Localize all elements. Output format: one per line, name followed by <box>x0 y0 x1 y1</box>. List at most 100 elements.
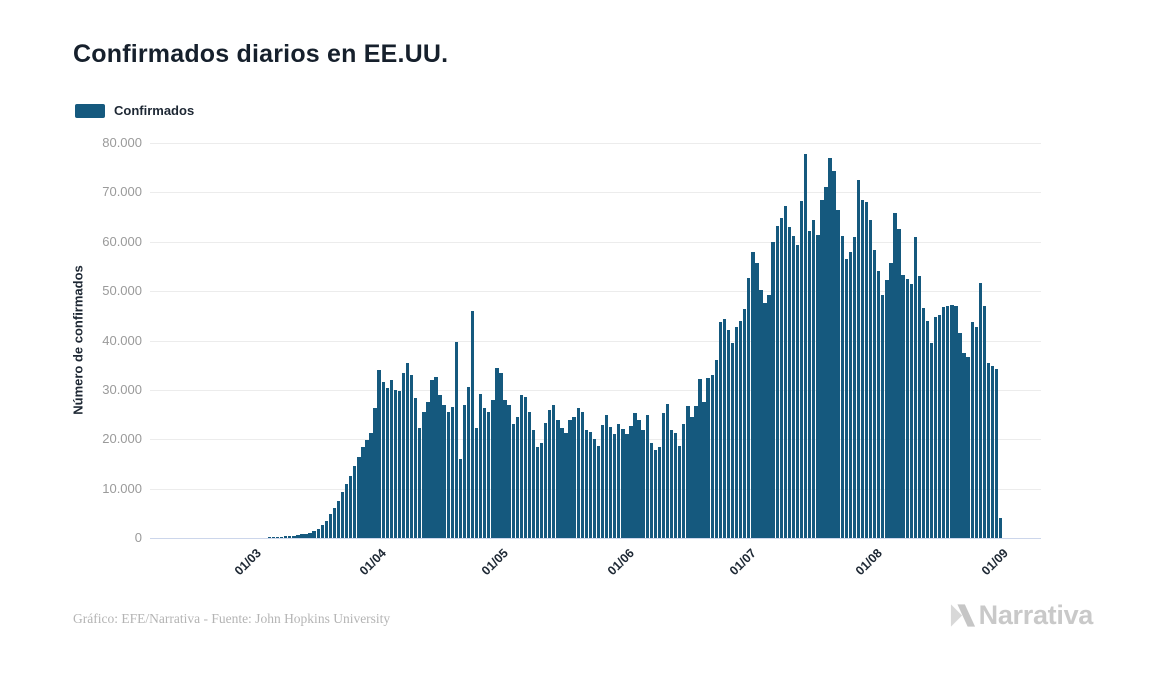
bar[interactable] <box>848 251 852 538</box>
bar[interactable] <box>588 431 593 538</box>
bar[interactable] <box>544 422 548 538</box>
bar[interactable] <box>856 179 861 538</box>
bar[interactable] <box>958 333 962 538</box>
bar[interactable] <box>503 399 507 538</box>
bar[interactable] <box>836 209 840 538</box>
bar[interactable] <box>828 157 832 538</box>
bar[interactable] <box>466 387 471 538</box>
bar[interactable] <box>929 342 934 538</box>
bar[interactable] <box>990 365 995 538</box>
bar[interactable] <box>361 446 365 538</box>
bar[interactable] <box>901 274 905 538</box>
bar[interactable] <box>722 318 727 538</box>
bar[interactable] <box>966 356 970 538</box>
bar[interactable] <box>418 427 422 538</box>
bar[interactable] <box>881 294 885 538</box>
bar[interactable] <box>779 218 783 538</box>
bar[interactable] <box>422 412 426 538</box>
bar[interactable] <box>970 321 974 538</box>
bar[interactable] <box>925 320 930 538</box>
bar[interactable] <box>609 426 613 538</box>
bar[interactable] <box>568 420 572 538</box>
bar[interactable] <box>300 534 304 538</box>
bar[interactable] <box>271 537 276 538</box>
bar[interactable] <box>824 187 828 538</box>
bar[interactable] <box>657 446 662 538</box>
bar[interactable] <box>909 283 913 538</box>
bar[interactable] <box>414 398 418 538</box>
bar[interactable] <box>629 426 633 538</box>
bar[interactable] <box>893 212 897 538</box>
bar[interactable] <box>938 314 942 538</box>
bar[interactable] <box>401 373 406 538</box>
bar[interactable] <box>519 394 523 538</box>
bar[interactable] <box>743 308 747 538</box>
bar[interactable] <box>860 199 865 538</box>
bar[interactable] <box>275 537 280 538</box>
bar[interactable] <box>474 427 479 538</box>
bar[interactable] <box>889 262 893 538</box>
bar[interactable] <box>600 424 605 538</box>
bar[interactable] <box>808 231 812 538</box>
bar[interactable] <box>905 279 909 538</box>
bar[interactable] <box>308 532 312 538</box>
bar[interactable] <box>572 416 576 538</box>
bar[interactable] <box>751 252 755 538</box>
bar[interactable] <box>267 537 272 538</box>
bar[interactable] <box>328 514 333 538</box>
bar[interactable] <box>564 432 568 538</box>
bar[interactable] <box>336 500 341 538</box>
bar[interactable] <box>673 433 678 538</box>
bar[interactable] <box>877 271 881 538</box>
bar[interactable] <box>775 226 779 538</box>
bar[interactable] <box>430 380 434 538</box>
bar[interactable] <box>832 171 836 538</box>
bar[interactable] <box>812 219 816 538</box>
bar[interactable] <box>409 374 414 538</box>
bar[interactable] <box>324 520 329 538</box>
bar[interactable] <box>933 317 938 538</box>
bar[interactable] <box>767 294 771 538</box>
bar[interactable] <box>852 236 857 538</box>
bar[interactable] <box>795 245 800 538</box>
bar[interactable] <box>718 322 723 538</box>
bar[interactable] <box>621 429 625 538</box>
bar[interactable] <box>686 406 690 538</box>
bar[interactable] <box>292 535 296 538</box>
bar[interactable] <box>320 525 324 538</box>
bar[interactable] <box>304 533 308 538</box>
bar[interactable] <box>454 341 458 538</box>
bar[interactable] <box>669 429 674 538</box>
bar[interactable] <box>596 445 601 538</box>
bar[interactable] <box>840 236 844 538</box>
bar[interactable] <box>393 389 398 538</box>
bar[interactable] <box>381 382 385 538</box>
bar[interactable] <box>527 411 532 538</box>
bar[interactable] <box>661 413 666 538</box>
bar[interactable] <box>986 362 991 538</box>
bar[interactable] <box>783 206 788 538</box>
bar[interactable] <box>438 394 442 538</box>
bar[interactable] <box>515 416 519 538</box>
bar[interactable] <box>604 415 609 538</box>
bar[interactable] <box>897 229 901 538</box>
bar[interactable] <box>954 305 958 538</box>
bar[interactable] <box>885 279 889 538</box>
bar[interactable] <box>844 259 848 538</box>
bar[interactable] <box>344 483 349 538</box>
bar[interactable] <box>799 201 804 538</box>
bar[interactable] <box>288 536 292 538</box>
bar[interactable] <box>446 411 450 538</box>
bar[interactable] <box>353 466 357 538</box>
bar[interactable] <box>873 249 877 538</box>
bar[interactable] <box>730 343 735 538</box>
bar[interactable] <box>921 308 926 538</box>
bar[interactable] <box>483 407 487 538</box>
bar[interactable] <box>434 376 438 538</box>
legend-item-confirmados[interactable]: Confirmados <box>75 103 194 118</box>
bar[interactable] <box>426 401 430 538</box>
bar[interactable] <box>369 432 373 538</box>
bar[interactable] <box>946 305 950 538</box>
bar[interactable] <box>556 420 560 538</box>
bar[interactable] <box>450 406 454 538</box>
